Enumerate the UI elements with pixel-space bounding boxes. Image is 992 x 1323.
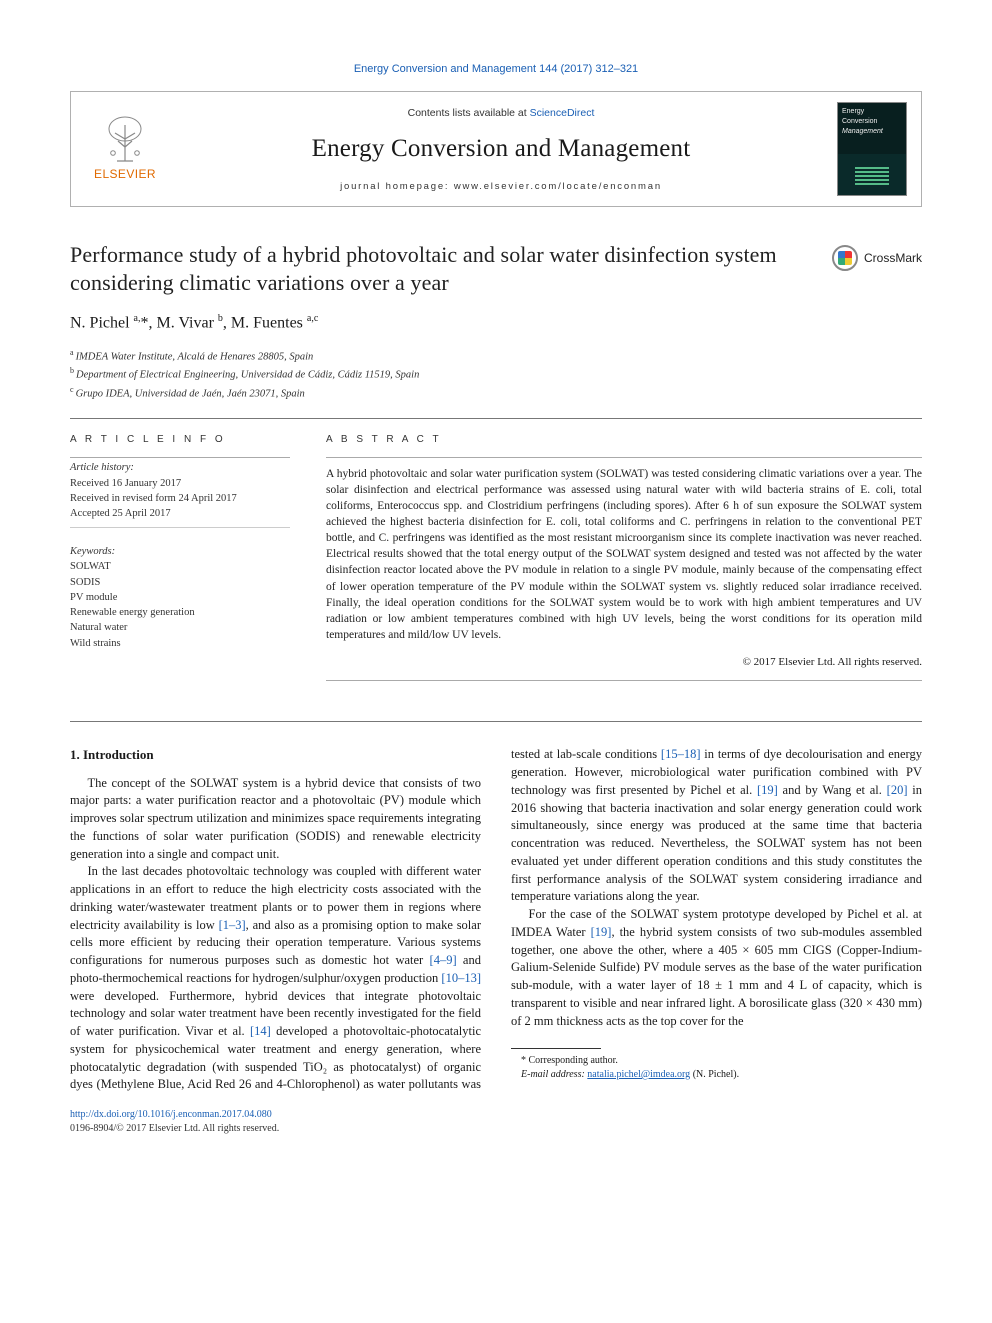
email-suffix: (N. Pichel).	[690, 1069, 739, 1080]
abstract-block: a b s t r a c t A hybrid photovoltaic an…	[326, 433, 922, 681]
elsevier-tree-icon	[103, 115, 147, 163]
email-line: E-mail address: natalia.pichel@imdea.org…	[511, 1068, 922, 1082]
history-line: Received in revised form 24 April 2017	[70, 491, 290, 506]
sciencedirect-link[interactable]: ScienceDirect	[530, 107, 595, 119]
doi-link[interactable]: http://dx.doi.org/10.1016/j.enconman.201…	[70, 1109, 272, 1120]
body-paragraph: The concept of the SOLWAT system is a hy…	[70, 775, 481, 864]
citation-link[interactable]: [20]	[887, 783, 908, 797]
citation-link[interactable]: [1–3]	[219, 918, 246, 932]
abstract-text: A hybrid photovoltaic and solar water pu…	[326, 466, 922, 643]
homepage-link[interactable]: www.elsevier.com/locate/enconman	[454, 181, 662, 192]
page-footer: http://dx.doi.org/10.1016/j.enconman.201…	[70, 1108, 922, 1135]
cover-title: EnergyConversionManagement	[838, 103, 906, 154]
affiliation: cGrupo IDEA, Universidad de Jaén, Jaén 2…	[70, 384, 922, 402]
journal-homepage: journal homepage: www.elsevier.com/locat…	[179, 180, 823, 193]
divider	[70, 457, 290, 458]
keyword: Renewable energy generation	[70, 605, 290, 620]
article-info-sidebar: a r t i c l e i n f o Article history: R…	[70, 433, 290, 681]
email-label: E-mail address:	[521, 1069, 587, 1080]
affiliation-list: aIMDEA Water Institute, Alcalá de Henare…	[70, 347, 922, 402]
contents-prefix: Contents lists available at	[408, 107, 530, 119]
author-email-link[interactable]: natalia.pichel@imdea.org	[587, 1069, 690, 1080]
homepage-prefix: journal homepage:	[340, 181, 454, 192]
journal-reference: Energy Conversion and Management 144 (20…	[70, 62, 922, 77]
citation-link[interactable]: [4–9]	[430, 953, 457, 967]
journal-reference-link[interactable]: Energy Conversion and Management 144 (20…	[354, 63, 638, 75]
affiliation: aIMDEA Water Institute, Alcalá de Henare…	[70, 347, 922, 365]
keyword: Natural water	[70, 620, 290, 635]
section-divider	[70, 721, 922, 722]
crossmark-badge[interactable]: CrossMark	[832, 245, 922, 271]
publisher-logo[interactable]: ELSEVIER	[85, 115, 165, 183]
section-divider	[70, 418, 922, 419]
abstract-header: a b s t r a c t	[326, 433, 922, 447]
citation-link[interactable]: [14]	[250, 1024, 271, 1038]
publisher-name: ELSEVIER	[94, 166, 156, 183]
divider	[70, 527, 290, 528]
history-line: Accepted 25 April 2017	[70, 506, 290, 521]
body-columns: 1. Introduction The concept of the SOLWA…	[70, 746, 922, 1094]
author-list: N. Pichel a,*, M. Vivar b, M. Fuentes a,…	[70, 312, 922, 335]
citation-link[interactable]: [15–18]	[661, 747, 701, 761]
body-paragraph: For the case of the SOLWAT system protot…	[511, 906, 922, 1030]
contents-line: Contents lists available at ScienceDirec…	[179, 106, 823, 121]
divider	[326, 457, 922, 458]
article-info-header: a r t i c l e i n f o	[70, 433, 290, 448]
text-run: , the hybrid system consists of two sub-…	[511, 925, 922, 1028]
history-line: Received 16 January 2017	[70, 476, 290, 491]
text-run: in 2016 showing that bacteria inactivati…	[511, 783, 922, 904]
corr-author-line: * Corresponding author.	[511, 1054, 922, 1068]
crossmark-label: CrossMark	[864, 250, 922, 267]
keyword: SODIS	[70, 575, 290, 590]
text-run: and by Wang et al.	[778, 783, 887, 797]
divider	[326, 680, 922, 681]
section-heading: 1. Introduction	[70, 746, 481, 764]
issn-line: 0196-8904/© 2017 Elsevier Ltd. All right…	[70, 1123, 279, 1134]
journal-name: Energy Conversion and Management	[179, 131, 823, 166]
keyword: Wild strains	[70, 636, 290, 651]
keywords-header: Keywords:	[70, 544, 290, 559]
journal-header: ELSEVIER Contents lists available at Sci…	[70, 91, 922, 207]
corresponding-author-footnote: * Corresponding author. E-mail address: …	[511, 1048, 922, 1081]
affiliation: bDepartment of Electrical Engineering, U…	[70, 365, 922, 383]
journal-cover-thumbnail[interactable]: EnergyConversionManagement	[837, 102, 907, 196]
crossmark-icon	[832, 245, 858, 271]
copyright-line: © 2017 Elsevier Ltd. All rights reserved…	[326, 655, 922, 670]
citation-link[interactable]: [10–13]	[441, 971, 481, 985]
keyword: PV module	[70, 590, 290, 605]
cover-graphic-icon	[855, 165, 889, 185]
keyword: SOLWAT	[70, 559, 290, 574]
article-title: Performance study of a hybrid photovolta…	[70, 241, 818, 296]
citation-link[interactable]: [19]	[757, 783, 778, 797]
history-header: Article history:	[70, 460, 290, 475]
citation-link[interactable]: [19]	[591, 925, 612, 939]
